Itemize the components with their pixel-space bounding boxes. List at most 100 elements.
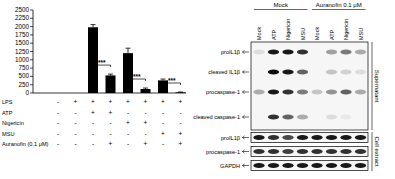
y-tick-label: 1250	[15, 48, 30, 55]
band-label: proIL1β	[221, 135, 240, 141]
band	[311, 90, 322, 95]
band	[340, 135, 351, 140]
condition-sign: +	[144, 140, 148, 147]
section-bracket	[372, 42, 373, 130]
band	[340, 115, 351, 120]
band	[340, 50, 351, 55]
bar	[123, 53, 133, 93]
band	[268, 163, 279, 168]
condition-sign: +	[91, 109, 95, 116]
band-label: cleaved caspase-1	[193, 114, 240, 120]
error-cap	[108, 74, 113, 75]
band-arrow	[243, 150, 250, 153]
condition-sign: +	[109, 140, 113, 147]
band-arrow	[243, 90, 250, 93]
band	[268, 90, 279, 95]
band	[311, 149, 322, 154]
condition-sign: +	[74, 98, 78, 105]
condition-sign: -	[127, 140, 129, 147]
group-label: Auranofin 0.1 μM	[316, 2, 362, 8]
band	[355, 90, 366, 95]
bar	[176, 92, 186, 93]
band	[297, 163, 308, 168]
y-tick-label: 500	[18, 72, 29, 79]
y-tick-label: 1500	[15, 39, 30, 46]
lane-label: Nigericin	[343, 19, 349, 40]
figure: 02505007501000125015001750200022502500**…	[0, 0, 395, 179]
band	[282, 149, 293, 154]
error-cap	[143, 88, 148, 89]
blot-panel	[251, 42, 368, 130]
band	[340, 70, 351, 75]
y-axis	[33, 10, 34, 93]
condition-sign: -	[74, 119, 76, 126]
condition-sign: -	[57, 140, 59, 147]
blot-strip	[251, 133, 368, 143]
condition-sign: -	[57, 119, 59, 126]
condition-sign: -	[74, 109, 76, 116]
y-tick-label: 0	[25, 89, 29, 96]
group-line	[312, 9, 366, 10]
condition-name: Auranofin (0.1 μM)	[2, 141, 49, 147]
band-arrow	[243, 115, 250, 118]
band	[340, 90, 351, 95]
y-tick	[30, 43, 33, 44]
band	[311, 70, 322, 75]
error-cap	[126, 48, 131, 49]
band	[311, 115, 322, 120]
error-cap	[91, 24, 96, 25]
band	[355, 163, 366, 168]
condition-sign: -	[162, 119, 164, 126]
band	[268, 70, 279, 75]
condition-name: MSU	[2, 131, 14, 137]
condition-name: ATP	[2, 110, 13, 116]
y-tick	[30, 18, 33, 19]
section-label: Supernatant	[374, 70, 380, 103]
band	[311, 50, 322, 55]
condition-sign: -	[109, 119, 111, 126]
condition-sign: +	[109, 98, 113, 105]
band	[355, 70, 366, 75]
condition-sign: +	[126, 119, 130, 126]
band	[355, 149, 366, 154]
condition-sign: +	[179, 140, 183, 147]
section-label: Cell extract	[374, 136, 380, 166]
band-arrow	[243, 50, 250, 53]
condition-sign: -	[127, 130, 129, 137]
condition-sign: -	[109, 130, 111, 137]
condition-sign: -	[162, 140, 164, 147]
lane-label: MSU	[300, 28, 306, 40]
y-tick	[30, 34, 33, 35]
y-tick-label: 250	[18, 81, 29, 88]
bar	[141, 89, 151, 93]
error-cap	[161, 79, 166, 80]
band	[355, 135, 366, 140]
band	[253, 135, 264, 140]
condition-sign: -	[74, 130, 76, 137]
condition-sign: +	[179, 130, 183, 137]
blot-strip	[251, 161, 368, 171]
band	[253, 163, 264, 168]
y-tick	[30, 51, 33, 52]
band	[297, 90, 308, 95]
condition-sign: +	[91, 98, 95, 105]
y-tick-label: 2000	[15, 23, 30, 30]
band-label: procaspase-1	[206, 89, 240, 95]
band	[311, 163, 322, 168]
condition-sign: -	[74, 140, 76, 147]
condition-sign: -	[179, 119, 181, 126]
band	[268, 135, 279, 140]
band	[326, 90, 337, 95]
band	[355, 115, 366, 120]
band-label: proIL1β	[221, 49, 240, 55]
y-tick	[30, 84, 33, 85]
band	[282, 90, 293, 95]
band	[326, 163, 337, 168]
band	[282, 115, 293, 120]
band	[311, 135, 322, 140]
blot-strip	[251, 147, 368, 157]
condition-sign: -	[57, 130, 59, 137]
band	[253, 90, 264, 95]
band	[268, 50, 279, 55]
band	[355, 50, 366, 55]
